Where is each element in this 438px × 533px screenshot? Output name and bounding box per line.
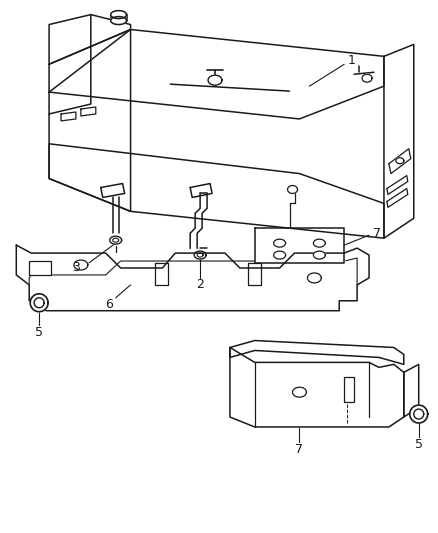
- Polygon shape: [384, 44, 414, 238]
- Polygon shape: [288, 185, 297, 193]
- Polygon shape: [404, 365, 419, 417]
- Polygon shape: [49, 29, 131, 212]
- Text: 7: 7: [296, 443, 304, 456]
- Polygon shape: [307, 273, 321, 283]
- Polygon shape: [16, 245, 369, 311]
- Text: 5: 5: [415, 438, 423, 451]
- Polygon shape: [387, 189, 408, 207]
- Polygon shape: [208, 75, 222, 85]
- Polygon shape: [197, 253, 203, 257]
- Polygon shape: [387, 175, 408, 195]
- Polygon shape: [111, 17, 127, 25]
- Text: 2: 2: [196, 278, 204, 292]
- Polygon shape: [190, 183, 212, 197]
- Polygon shape: [49, 29, 384, 119]
- Polygon shape: [396, 158, 404, 164]
- Polygon shape: [274, 239, 286, 247]
- Text: 7: 7: [373, 227, 381, 240]
- Polygon shape: [110, 236, 122, 244]
- Text: 3: 3: [72, 262, 80, 274]
- Polygon shape: [414, 409, 424, 419]
- Polygon shape: [61, 112, 76, 121]
- Polygon shape: [30, 294, 48, 312]
- Polygon shape: [34, 298, 44, 308]
- Polygon shape: [314, 251, 325, 259]
- Polygon shape: [194, 251, 206, 259]
- Polygon shape: [49, 144, 384, 238]
- Polygon shape: [74, 260, 88, 270]
- Polygon shape: [230, 348, 404, 427]
- Text: 6: 6: [105, 298, 113, 311]
- Polygon shape: [362, 74, 372, 82]
- Polygon shape: [155, 263, 168, 285]
- Polygon shape: [111, 11, 127, 19]
- Polygon shape: [113, 238, 119, 242]
- Polygon shape: [274, 251, 286, 259]
- Polygon shape: [314, 239, 325, 247]
- Text: 5: 5: [35, 326, 43, 339]
- Polygon shape: [410, 405, 427, 423]
- Text: 1: 1: [347, 54, 355, 67]
- Polygon shape: [49, 14, 131, 64]
- Polygon shape: [230, 341, 404, 365]
- Polygon shape: [389, 149, 411, 174]
- Polygon shape: [293, 387, 307, 397]
- Polygon shape: [81, 107, 96, 116]
- Polygon shape: [255, 228, 344, 263]
- Polygon shape: [29, 261, 51, 275]
- Polygon shape: [101, 183, 124, 197]
- Polygon shape: [248, 263, 261, 285]
